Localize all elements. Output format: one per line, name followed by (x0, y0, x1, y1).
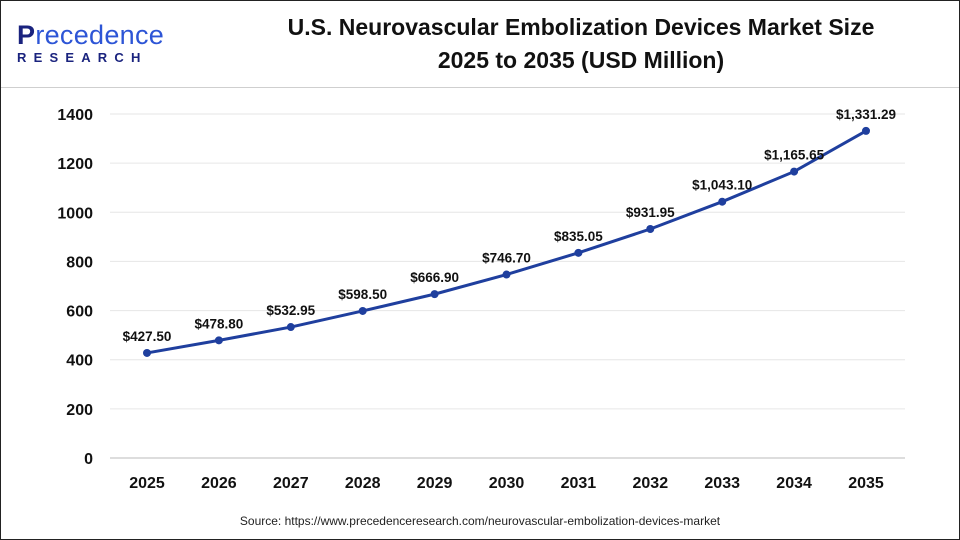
data-point (430, 290, 439, 299)
precedence-research-logo: Precedence RESEARCH (17, 21, 164, 65)
data-point (790, 167, 799, 176)
data-label: $835.05 (554, 229, 603, 244)
x-tick-label: 2028 (345, 475, 381, 492)
data-label: $746.70 (482, 251, 531, 266)
header: Precedence RESEARCH U.S. Neurovascular E… (1, 1, 959, 88)
y-tick-label: 0 (84, 451, 93, 468)
data-point (574, 248, 583, 257)
logo-subtitle: RESEARCH (17, 50, 148, 65)
data-point (862, 126, 870, 135)
data-label: $427.50 (123, 329, 172, 344)
data-label: $532.95 (266, 303, 315, 318)
x-tick-label: 2026 (201, 475, 237, 492)
x-tick-label: 2032 (633, 475, 669, 492)
data-label: $598.50 (338, 287, 387, 302)
source-text: Source: https://www.precedenceresearch.c… (239, 514, 721, 528)
x-tick-label: 2033 (704, 475, 740, 492)
x-tick-label: 2035 (848, 475, 884, 492)
x-tick-label: 2034 (776, 475, 812, 492)
logo-wordmark: Precedence (17, 20, 165, 50)
y-tick-label: 400 (66, 353, 93, 370)
y-tick-label: 1400 (57, 107, 93, 124)
chart-title: U.S. Neurovascular Embolization Devices … (231, 11, 931, 77)
y-tick-label: 600 (66, 304, 93, 321)
data-label: $1,043.10 (692, 178, 752, 193)
data-label: $1,165.65 (764, 148, 825, 163)
data-label: $666.90 (410, 270, 459, 285)
data-label: $478.80 (194, 316, 243, 331)
x-tick-label: 2025 (129, 475, 165, 492)
title-line-1: U.S. Neurovascular Embolization Devices … (287, 14, 875, 40)
data-point (502, 270, 511, 279)
x-tick-label: 2031 (561, 475, 597, 492)
y-tick-label: 200 (66, 402, 93, 419)
x-tick-label: 2027 (273, 475, 309, 492)
series-line (146, 129, 867, 355)
data-point (358, 306, 367, 315)
y-tick-label: 800 (66, 254, 93, 271)
title-line-2: 2025 to 2035 (USD Million) (437, 47, 725, 73)
data-label: $931.95 (626, 205, 675, 220)
y-tick-label: 1200 (57, 156, 93, 173)
data-label: $1,331.29 (836, 107, 896, 122)
x-tick-label: 2030 (489, 475, 525, 492)
data-point (718, 197, 727, 206)
y-tick-label: 1000 (57, 205, 93, 222)
data-point (214, 336, 223, 345)
data-point (646, 225, 655, 234)
data-point (143, 348, 151, 357)
x-tick-label: 2029 (417, 475, 453, 492)
data-point (286, 323, 295, 332)
